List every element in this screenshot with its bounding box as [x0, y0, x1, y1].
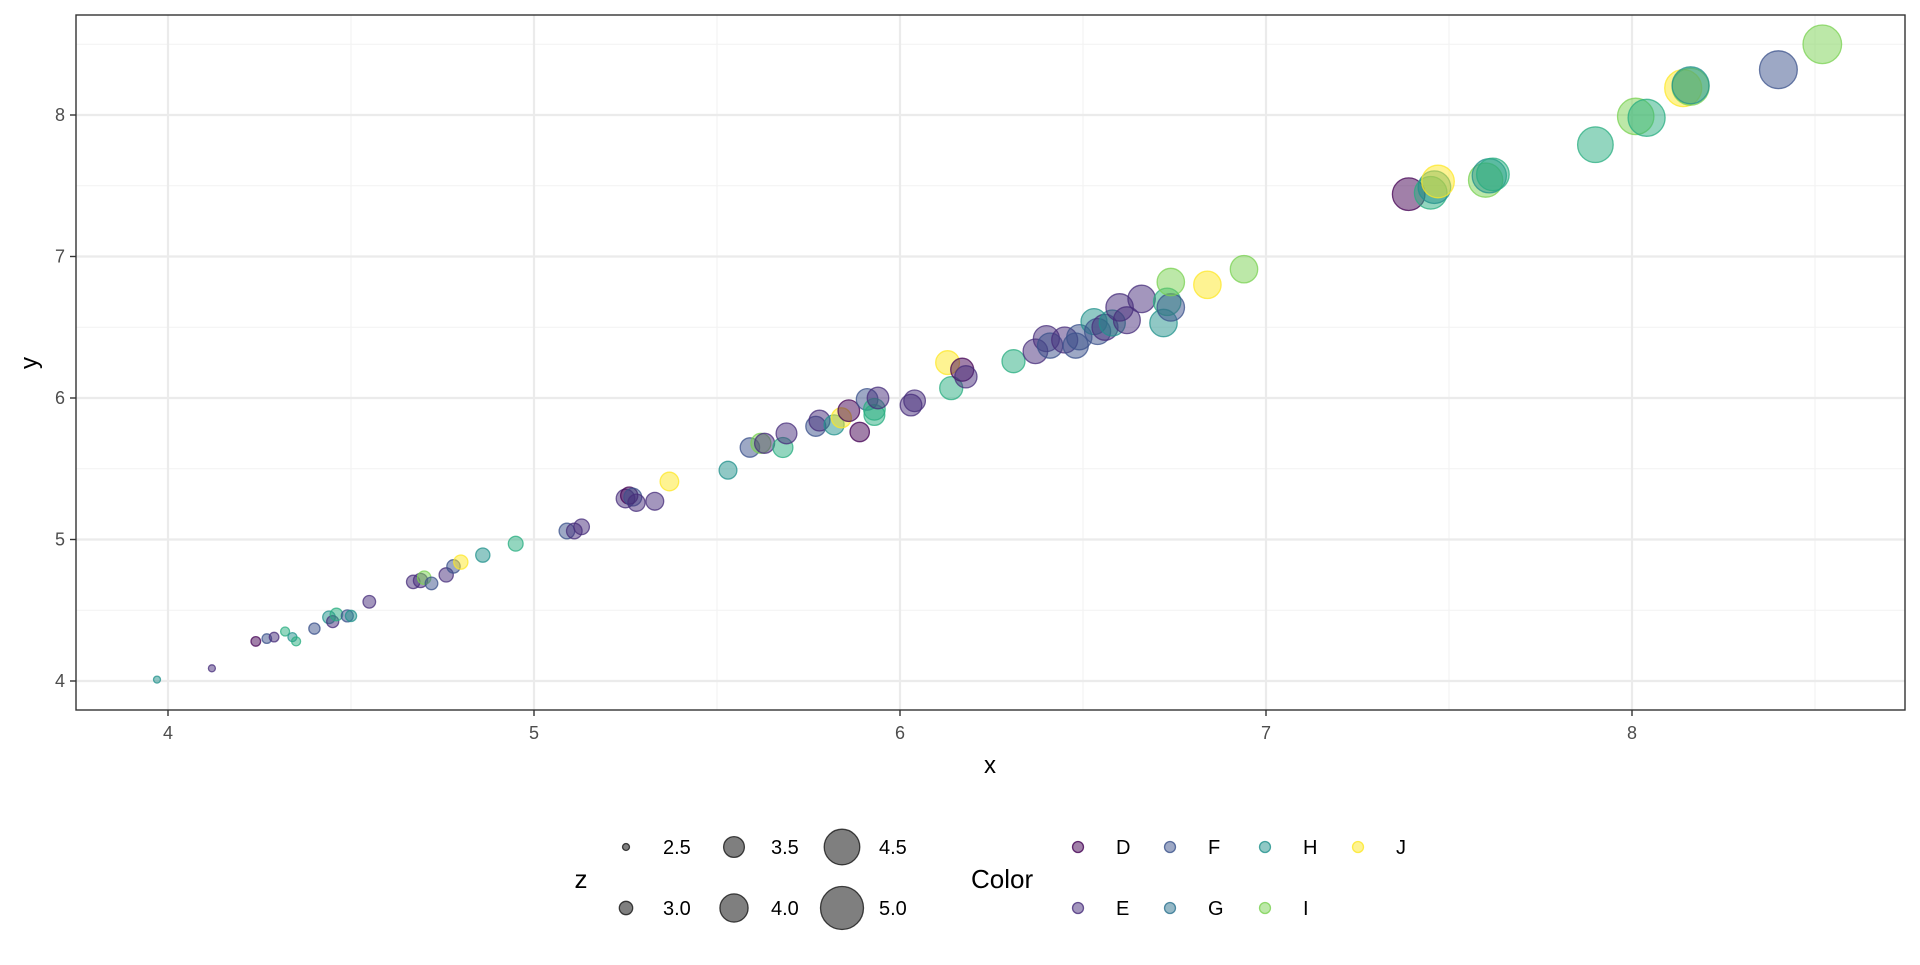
x-tick-label: 4: [163, 723, 173, 743]
color-legend-key: [1258, 901, 1272, 915]
x-tick-label: 6: [895, 723, 905, 743]
data-point: [268, 631, 280, 643]
data-point: [1193, 270, 1222, 300]
size-legend-label: 3.0: [663, 898, 691, 920]
data-point: [866, 386, 890, 410]
data-point: [849, 421, 871, 443]
data-point: [1229, 254, 1259, 284]
data-point: [1112, 306, 1141, 335]
size-legend-key: [719, 893, 749, 923]
color-legend: Color D E F G H I J: [971, 837, 1406, 920]
y-tick-label: 6: [55, 388, 65, 408]
color-legend-title: Color: [971, 864, 1033, 894]
data-point: [453, 554, 469, 570]
data-point: [837, 399, 861, 423]
data-point: [344, 609, 358, 623]
color-legend-key: [1071, 840, 1085, 854]
size-legend-label: 4.5: [879, 837, 907, 859]
color-legend-label: F: [1208, 837, 1220, 859]
data-point: [152, 675, 162, 684]
data-point: [1576, 126, 1614, 164]
data-point: [903, 389, 927, 413]
data-point: [573, 518, 591, 536]
color-legend-key: [1071, 901, 1085, 915]
size-legend-key: [621, 842, 631, 852]
size-legend-label: 3.5: [771, 837, 799, 859]
x-axis-title: x: [984, 752, 996, 779]
points-layer: [152, 24, 1843, 684]
data-point: [775, 422, 798, 445]
data-point: [1156, 267, 1186, 297]
y-tick-label: 4: [55, 671, 65, 691]
size-legend-key: [823, 828, 861, 866]
color-legend-label: H: [1303, 837, 1317, 859]
data-point: [659, 471, 680, 492]
data-point: [1475, 157, 1510, 192]
panel-border: [75, 14, 1906, 711]
color-legend-label: J: [1396, 837, 1406, 859]
size-legend-key: [722, 835, 746, 859]
size-legend-label: 2.5: [663, 837, 691, 859]
size-legend-title: z: [575, 864, 588, 894]
x-tick-label: 7: [1261, 723, 1271, 743]
data-point: [362, 594, 377, 609]
color-legend-key: [1163, 901, 1177, 915]
data-point: [1671, 66, 1710, 105]
data-point: [1758, 50, 1798, 90]
data-point: [627, 493, 646, 512]
color-legend-label: G: [1208, 898, 1224, 920]
color-legend-label: I: [1303, 898, 1309, 920]
y-tick-label: 7: [55, 247, 65, 267]
data-point: [290, 636, 302, 647]
data-point: [1127, 284, 1156, 314]
data-point: [1001, 349, 1026, 374]
data-point: [1421, 164, 1455, 199]
data-point: [718, 460, 738, 480]
size-legend-key: [819, 885, 865, 931]
color-legend-label: E: [1116, 898, 1129, 920]
y-axis-title: y: [16, 357, 43, 369]
color-legend-label: D: [1116, 837, 1130, 859]
size-legend-key: [618, 900, 634, 916]
data-point: [250, 635, 262, 647]
data-point: [279, 626, 291, 637]
y-tick-label: 5: [55, 530, 65, 550]
y-tick-label: 8: [55, 105, 65, 125]
size-legend: z 2.5 3.0 3.5 4.0 4.5 5.0: [575, 828, 907, 931]
size-legend-label: 5.0: [879, 898, 907, 920]
color-legend-key: [1163, 840, 1177, 854]
data-point: [645, 491, 665, 511]
data-point: [475, 547, 491, 563]
data-point: [308, 622, 321, 635]
color-legend-key: [1351, 840, 1365, 854]
data-point: [1627, 98, 1666, 137]
x-tick-label: 5: [529, 723, 539, 743]
data-point: [1802, 24, 1843, 65]
data-point: [753, 432, 776, 454]
data-point: [207, 664, 217, 673]
axes-layer: 4 5 6 7 8 4 5 6 7 8: [55, 105, 1637, 743]
color-legend-key: [1258, 840, 1272, 854]
x-tick-label: 8: [1627, 723, 1637, 743]
data-point: [507, 535, 524, 552]
size-legend-label: 4.0: [771, 898, 799, 920]
data-point: [1156, 293, 1186, 322]
data-point: [954, 365, 978, 389]
data-point: [424, 576, 439, 591]
